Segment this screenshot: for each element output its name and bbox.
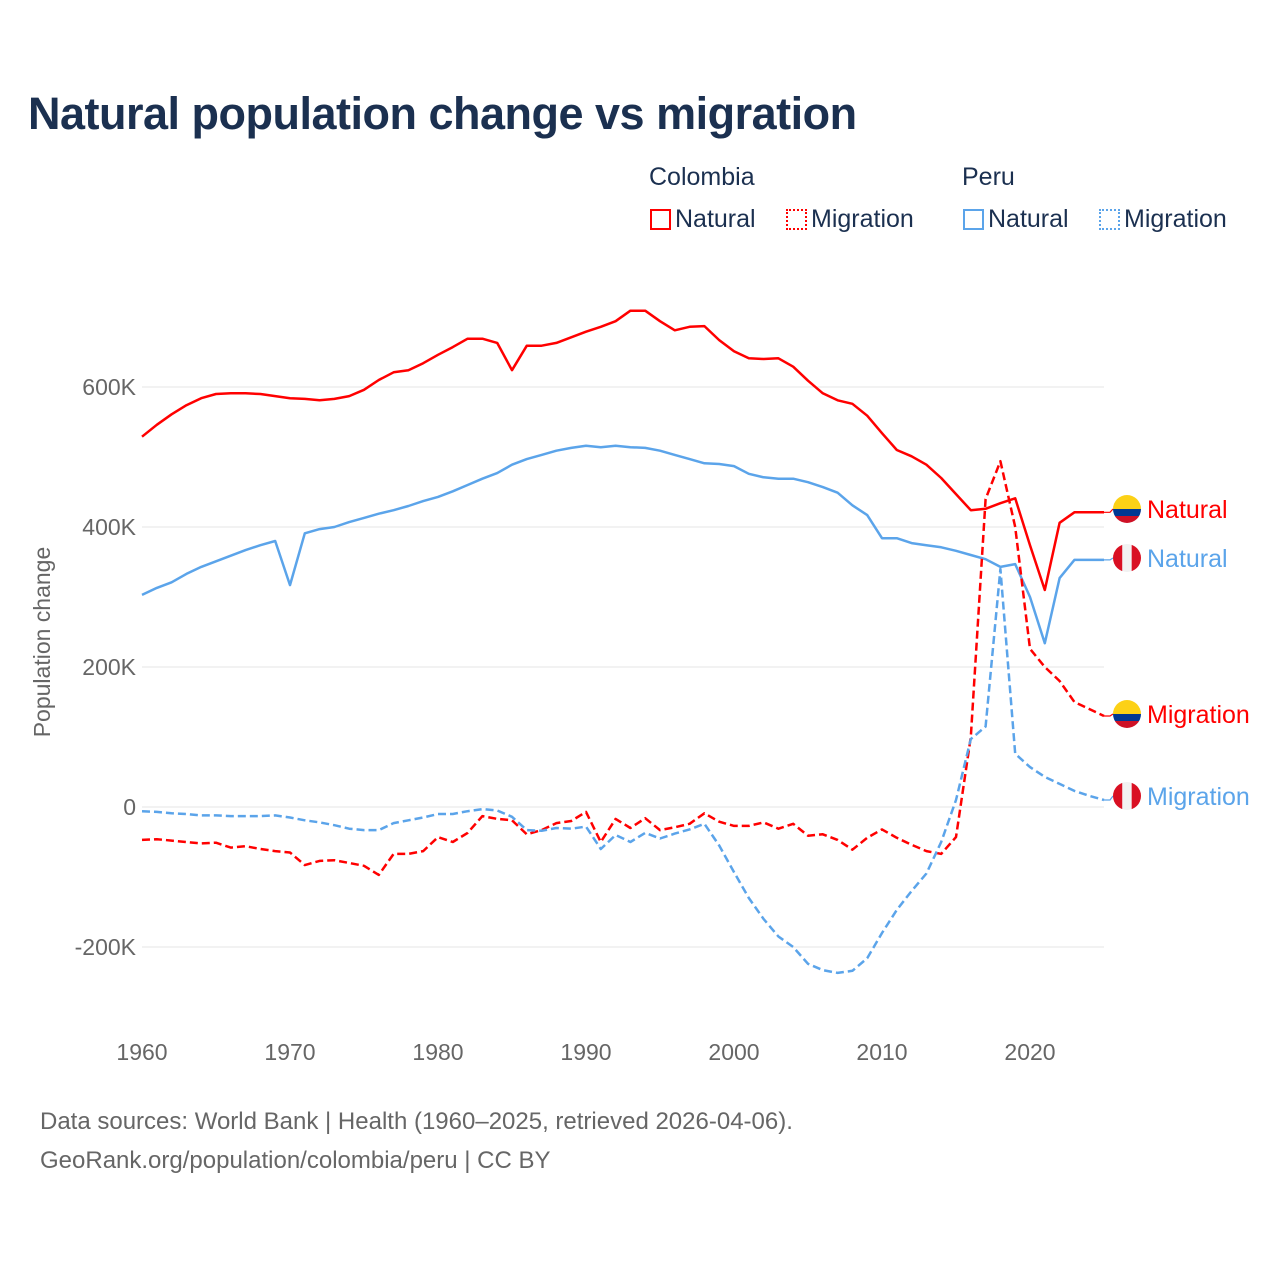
x-tick-label: 1960 [116,1039,167,1065]
legend-group-colombia: Colombia [649,163,755,191]
legend-label: Migration [1124,205,1227,233]
y-tick-label: 600K [82,374,136,400]
footer-sources: Data sources: World Bank | Health (1960–… [40,1108,793,1135]
series-end-label: Natural [1147,496,1228,524]
chart-title: Natural population change vs migration [28,88,857,139]
legend-peru-migration[interactable]: Migration [1099,205,1227,234]
label-connector [1104,508,1114,513]
label-connector [1104,557,1114,561]
y-tick-label: -200K [75,934,137,960]
colombia-flag-icon [1113,700,1141,728]
legend-swatch-solid [650,209,671,230]
y-axis-label: Population change [29,547,55,738]
peru-flag-icon [1113,782,1141,810]
legend-swatch-dotted [786,209,807,230]
y-tick-label: 200K [82,654,136,680]
peru-natural-line [141,444,1104,645]
label-connector [1104,795,1114,801]
series-end-label: Migration [1147,783,1250,811]
legend-swatch-dotted [1099,209,1120,230]
legend-colombia-migration[interactable]: Migration [786,205,914,234]
x-tick-label: 2000 [708,1039,759,1065]
x-tick-label: 2010 [856,1039,907,1065]
label-connector [1104,713,1114,717]
x-tick-label: 2020 [1004,1039,1055,1065]
x-tick-label: 1980 [412,1039,463,1065]
series-end-label: Natural [1147,545,1228,573]
peru-migration-line [141,567,1105,975]
colombia-migration-line [141,459,1105,877]
peru-flag-icon [1113,544,1141,572]
x-tick-label: 1990 [560,1039,611,1065]
y-tick-label: 400K [82,514,136,540]
legend-peru-natural[interactable]: Natural [963,205,1069,234]
legend-label: Natural [988,205,1069,233]
colombia-flag-icon [1113,495,1141,523]
legend-label: Natural [675,205,756,233]
series-end-label: Migration [1147,701,1250,729]
colombia-natural-line [141,309,1104,592]
legend-colombia-natural[interactable]: Natural [650,205,756,234]
legend-swatch-solid [963,209,984,230]
x-tick-label: 1970 [264,1039,315,1065]
y-tick-label: 0 [123,794,136,820]
footer-attribution: GeoRank.org/population/colombia/peru | C… [40,1147,551,1174]
legend-label: Migration [811,205,914,233]
legend-group-peru: Peru [962,163,1015,191]
